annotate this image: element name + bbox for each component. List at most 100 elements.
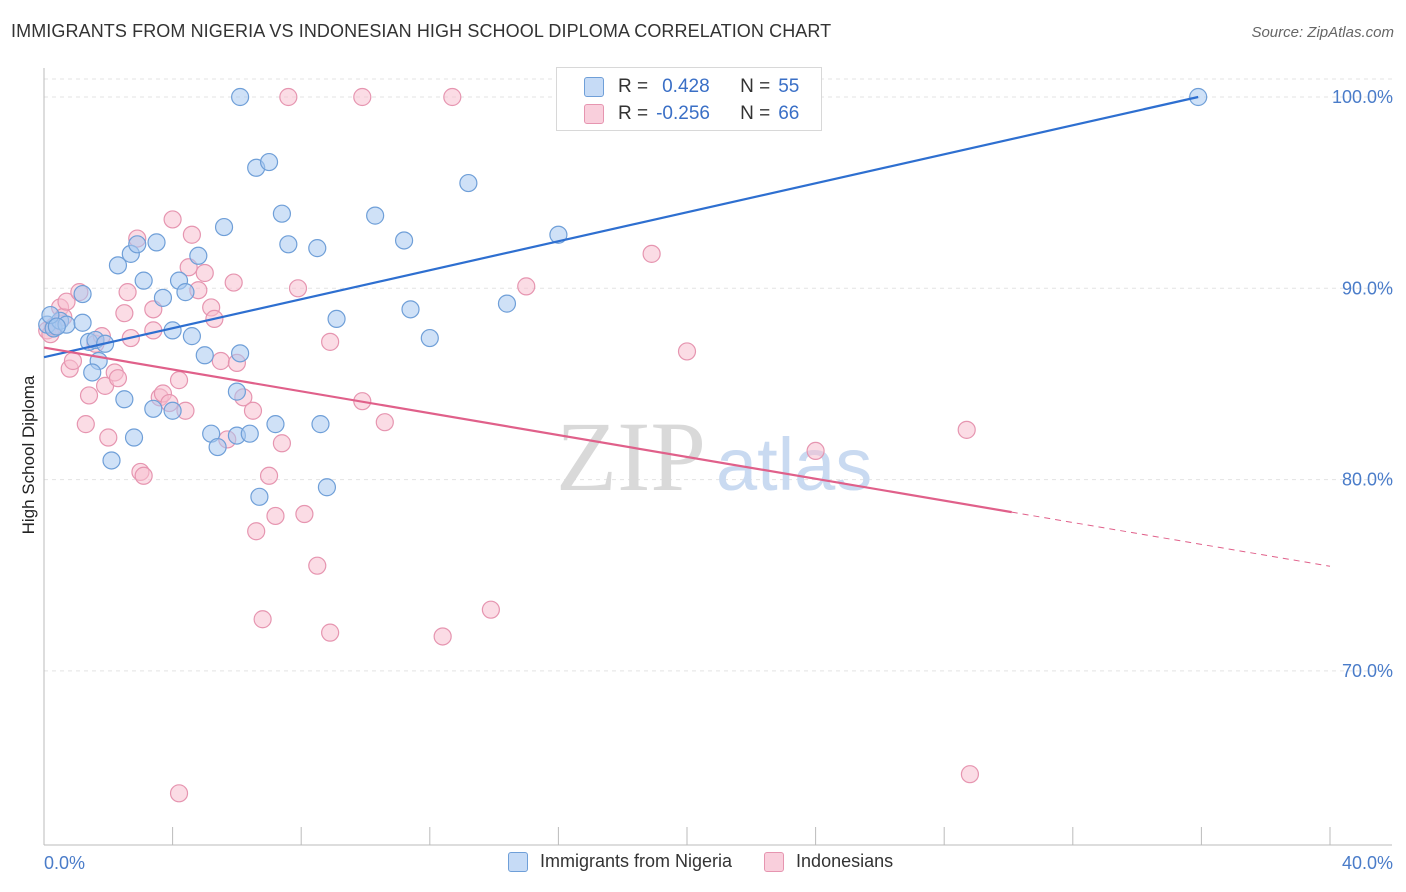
point-indonesian	[99, 428, 118, 447]
point-nigeria	[394, 231, 414, 250]
point-nigeria	[272, 204, 292, 223]
point-indonesian	[108, 369, 128, 388]
point-nigeria	[115, 390, 134, 409]
point-nigeria	[266, 415, 285, 434]
point-nigeria	[366, 206, 385, 225]
point-indonesian	[259, 466, 279, 485]
chart-title: IMMIGRANTS FROM NIGERIA VS INDONESIAN HI…	[11, 21, 832, 41]
point-indonesian	[272, 434, 292, 453]
gridlines	[44, 78, 1392, 672]
point-nigeria	[327, 309, 346, 329]
point-indonesian	[182, 225, 201, 244]
point-nigeria	[497, 294, 517, 313]
point-nigeria	[108, 256, 128, 275]
point-nigeria	[308, 239, 327, 258]
point-nigeria	[208, 437, 227, 457]
x-tick-label-max: 40.0%	[1342, 853, 1393, 873]
legend-r-value: 0.428	[662, 76, 710, 97]
legend-swatch-nigeria	[508, 851, 528, 872]
watermark: ZIP atlas	[556, 401, 872, 512]
legend-r-label: R =	[618, 76, 649, 97]
legend-swatch-indonesians	[764, 851, 785, 872]
point-nigeria	[549, 225, 568, 244]
point-indonesian	[375, 413, 394, 432]
point-nigeria	[459, 173, 478, 193]
legend-label-nigeria: Immigrants from Nigeria	[540, 851, 733, 871]
legend-r-value: -0.256	[656, 103, 710, 124]
y-tick-label: 80.0%	[1342, 470, 1393, 490]
legend-swatch-nigeria	[584, 77, 604, 97]
y-axis-label: High School Diploma	[19, 375, 38, 534]
legend-row-nigeria: R = 0.428 N = 55	[557, 73, 799, 101]
point-indonesian	[243, 401, 263, 420]
point-indonesian	[134, 466, 153, 485]
point-nigeria	[311, 415, 330, 434]
point-indonesian	[169, 784, 189, 803]
point-indonesian	[169, 371, 189, 390]
point-indonesian	[279, 87, 298, 107]
point-nigeria	[240, 424, 259, 443]
point-indonesian	[308, 556, 327, 575]
point-nigeria	[128, 235, 147, 254]
point-indonesian	[443, 87, 462, 107]
axes: 70.0% 80.0% 90.0% 100.0% 0.0% 40.0%	[43, 68, 1393, 873]
point-indonesian	[960, 765, 980, 784]
point-indonesian	[266, 506, 285, 526]
point-nigeria	[47, 317, 66, 336]
point-indonesian	[517, 277, 536, 296]
point-indonesian	[481, 600, 500, 619]
point-indonesian	[253, 610, 272, 629]
legend-n-label: N =	[740, 76, 771, 97]
point-nigeria	[182, 327, 201, 346]
point-nigeria	[176, 283, 195, 302]
point-indonesian	[211, 351, 230, 371]
point-nigeria	[153, 288, 173, 307]
y-tick-label: 100.0%	[1332, 87, 1393, 107]
correlation-legend: R = 0.428 N = 55 R = -0.256 N = 66	[556, 67, 822, 131]
legend-n-label: N =	[740, 103, 771, 124]
trend-lines	[43, 95, 1331, 567]
point-indonesian	[957, 420, 976, 439]
point-nigeria	[134, 271, 153, 290]
series-legend: Immigrants from Nigeria Indonesians	[508, 851, 893, 872]
point-indonesian	[247, 522, 266, 541]
point-nigeria	[124, 428, 144, 447]
legend-r-label: R =	[618, 103, 649, 124]
point-nigeria	[227, 382, 246, 401]
point-nigeria	[83, 363, 102, 382]
point-indonesian	[288, 279, 308, 298]
point-nigeria	[401, 300, 420, 319]
point-indonesian	[79, 386, 99, 405]
point-indonesian	[806, 441, 825, 461]
point-indonesian	[642, 244, 661, 263]
point-nigeria	[250, 487, 269, 506]
point-indonesian	[76, 415, 95, 434]
point-nigeria	[73, 313, 92, 332]
point-indonesian	[353, 87, 372, 107]
point-indonesian	[677, 342, 697, 361]
point-nigeria	[102, 451, 121, 470]
legend-n-value: 66	[778, 103, 800, 124]
point-nigeria	[420, 328, 439, 348]
point-indonesian	[195, 263, 214, 283]
point-indonesian	[163, 210, 182, 229]
legend-label-indonesians: Indonesians	[796, 851, 894, 871]
point-nigeria	[259, 152, 279, 172]
legend-n-value: 55	[778, 76, 800, 97]
point-indonesian	[433, 627, 452, 646]
point-nigeria	[231, 87, 250, 107]
watermark-atlas: atlas	[716, 423, 872, 506]
point-indonesian	[63, 351, 83, 371]
point-nigeria	[163, 401, 182, 420]
point-nigeria	[195, 346, 214, 365]
point-indonesian	[321, 332, 340, 351]
x-tick-label-min: 0.0%	[44, 853, 85, 873]
trend-line-nigeria	[43, 95, 1199, 359]
legend-row-indonesians: R = -0.256 N = 66	[557, 100, 799, 128]
y-tick-label: 70.0%	[1342, 661, 1393, 681]
data-points	[38, 87, 1208, 803]
point-nigeria	[317, 478, 337, 497]
point-indonesian	[115, 304, 134, 323]
point-indonesian	[118, 283, 137, 302]
